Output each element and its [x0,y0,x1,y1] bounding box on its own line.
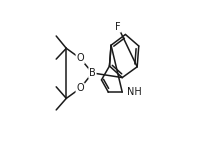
Text: O: O [76,53,84,63]
Text: F: F [115,22,121,32]
Text: B: B [89,68,96,78]
Text: NH: NH [127,87,141,97]
Text: O: O [76,83,84,93]
